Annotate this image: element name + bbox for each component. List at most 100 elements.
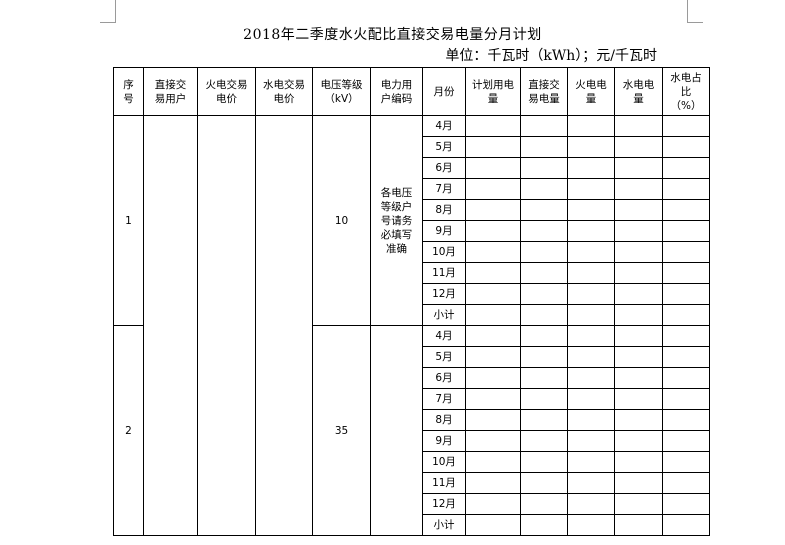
thermal-cell[interactable] <box>567 367 615 389</box>
hydro-cell[interactable] <box>614 241 663 263</box>
direct-trade-cell[interactable] <box>520 220 568 242</box>
planned-usage-cell[interactable] <box>465 493 521 515</box>
planned-usage-cell[interactable] <box>465 388 521 410</box>
thermal-cell[interactable] <box>567 304 615 326</box>
planned-usage-cell[interactable] <box>465 325 521 347</box>
hydro-cell[interactable] <box>614 199 663 221</box>
direct-trade-cell[interactable] <box>520 304 568 326</box>
planned-usage-cell[interactable] <box>465 430 521 452</box>
planned-usage-cell[interactable] <box>465 283 521 305</box>
direct-trade-cell[interactable] <box>520 325 568 347</box>
thermal-cell[interactable] <box>567 409 615 431</box>
thermal-price-cell[interactable] <box>197 115 256 536</box>
hydro-cell[interactable] <box>614 157 663 179</box>
planned-usage-cell[interactable] <box>465 451 521 473</box>
direct-trade-cell[interactable] <box>520 346 568 368</box>
hydro-ratio-cell[interactable] <box>662 451 710 473</box>
hydro-cell[interactable] <box>614 283 663 305</box>
hydro-cell[interactable] <box>614 178 663 200</box>
hydro-ratio-cell[interactable] <box>662 472 710 494</box>
direct-trade-cell[interactable] <box>520 136 568 158</box>
hydro-cell[interactable] <box>614 367 663 389</box>
direct-trade-cell[interactable] <box>520 178 568 200</box>
hydro-ratio-cell[interactable] <box>662 199 710 221</box>
thermal-cell[interactable] <box>567 262 615 284</box>
hydro-cell[interactable] <box>614 430 663 452</box>
direct-trade-cell[interactable] <box>520 262 568 284</box>
hydro-ratio-cell[interactable] <box>662 430 710 452</box>
hydro-ratio-cell[interactable] <box>662 241 710 263</box>
hydro-ratio-cell[interactable] <box>662 178 710 200</box>
direct-trade-cell[interactable] <box>520 283 568 305</box>
hydro-price-cell[interactable] <box>255 115 313 536</box>
thermal-cell[interactable] <box>567 388 615 410</box>
thermal-cell[interactable] <box>567 430 615 452</box>
thermal-cell[interactable] <box>567 199 615 221</box>
hydro-cell[interactable] <box>614 388 663 410</box>
direct-trade-cell[interactable] <box>520 367 568 389</box>
planned-usage-cell[interactable] <box>465 115 521 137</box>
hydro-ratio-cell[interactable] <box>662 325 710 347</box>
planned-usage-cell[interactable] <box>465 136 521 158</box>
hydro-ratio-cell[interactable] <box>662 283 710 305</box>
thermal-cell[interactable] <box>567 472 615 494</box>
hydro-ratio-cell[interactable] <box>662 346 710 368</box>
planned-usage-cell[interactable] <box>465 241 521 263</box>
hydro-cell[interactable] <box>614 472 663 494</box>
hydro-ratio-cell[interactable] <box>662 304 710 326</box>
hydro-cell[interactable] <box>614 451 663 473</box>
planned-usage-cell[interactable] <box>465 304 521 326</box>
planned-usage-cell[interactable] <box>465 220 521 242</box>
hydro-ratio-cell[interactable] <box>662 157 710 179</box>
hydro-cell[interactable] <box>614 493 663 515</box>
planned-usage-cell[interactable] <box>465 367 521 389</box>
direct-trade-cell[interactable] <box>520 451 568 473</box>
thermal-cell[interactable] <box>567 241 615 263</box>
direct-trade-cell[interactable] <box>520 409 568 431</box>
direct-trade-cell[interactable] <box>520 493 568 515</box>
thermal-cell[interactable] <box>567 283 615 305</box>
direct-trade-cell[interactable] <box>520 199 568 221</box>
hydro-ratio-cell[interactable] <box>662 136 710 158</box>
planned-usage-cell[interactable] <box>465 262 521 284</box>
thermal-cell[interactable] <box>567 220 615 242</box>
planned-usage-cell[interactable] <box>465 472 521 494</box>
hydro-cell[interactable] <box>614 304 663 326</box>
hydro-cell[interactable] <box>614 346 663 368</box>
hydro-ratio-cell[interactable] <box>662 367 710 389</box>
planned-usage-cell[interactable] <box>465 514 521 536</box>
thermal-cell[interactable] <box>567 493 615 515</box>
thermal-cell[interactable] <box>567 136 615 158</box>
planned-usage-cell[interactable] <box>465 157 521 179</box>
thermal-cell[interactable] <box>567 178 615 200</box>
hydro-cell[interactable] <box>614 409 663 431</box>
direct-trade-cell[interactable] <box>520 472 568 494</box>
direct-trade-cell[interactable] <box>520 430 568 452</box>
direct-trade-user-cell[interactable] <box>143 115 198 536</box>
user-code-cell[interactable]: 各电压等级户号请务必填写准确 <box>370 115 423 326</box>
hydro-ratio-cell[interactable] <box>662 514 710 536</box>
planned-usage-cell[interactable] <box>465 178 521 200</box>
direct-trade-cell[interactable] <box>520 157 568 179</box>
hydro-cell[interactable] <box>614 262 663 284</box>
user-code-cell[interactable] <box>370 325 423 536</box>
hydro-ratio-cell[interactable] <box>662 493 710 515</box>
thermal-cell[interactable] <box>567 115 615 137</box>
hydro-ratio-cell[interactable] <box>662 409 710 431</box>
thermal-cell[interactable] <box>567 514 615 536</box>
hydro-ratio-cell[interactable] <box>662 220 710 242</box>
thermal-cell[interactable] <box>567 325 615 347</box>
planned-usage-cell[interactable] <box>465 409 521 431</box>
direct-trade-cell[interactable] <box>520 241 568 263</box>
direct-trade-cell[interactable] <box>520 115 568 137</box>
hydro-ratio-cell[interactable] <box>662 388 710 410</box>
thermal-cell[interactable] <box>567 346 615 368</box>
hydro-cell[interactable] <box>614 115 663 137</box>
thermal-cell[interactable] <box>567 157 615 179</box>
hydro-ratio-cell[interactable] <box>662 115 710 137</box>
hydro-cell[interactable] <box>614 514 663 536</box>
thermal-cell[interactable] <box>567 451 615 473</box>
direct-trade-cell[interactable] <box>520 514 568 536</box>
hydro-cell[interactable] <box>614 325 663 347</box>
planned-usage-cell[interactable] <box>465 346 521 368</box>
